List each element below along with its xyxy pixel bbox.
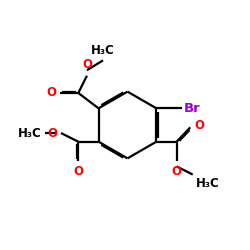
Text: H₃C: H₃C [196, 177, 220, 190]
Text: H₃C: H₃C [91, 44, 115, 58]
Text: O: O [194, 119, 204, 132]
Text: Br: Br [184, 102, 200, 115]
Text: O: O [73, 165, 83, 178]
Text: H₃C: H₃C [18, 126, 42, 140]
Text: O: O [172, 165, 182, 178]
Text: O: O [47, 126, 57, 140]
Text: O: O [46, 86, 56, 100]
Text: O: O [82, 58, 92, 71]
